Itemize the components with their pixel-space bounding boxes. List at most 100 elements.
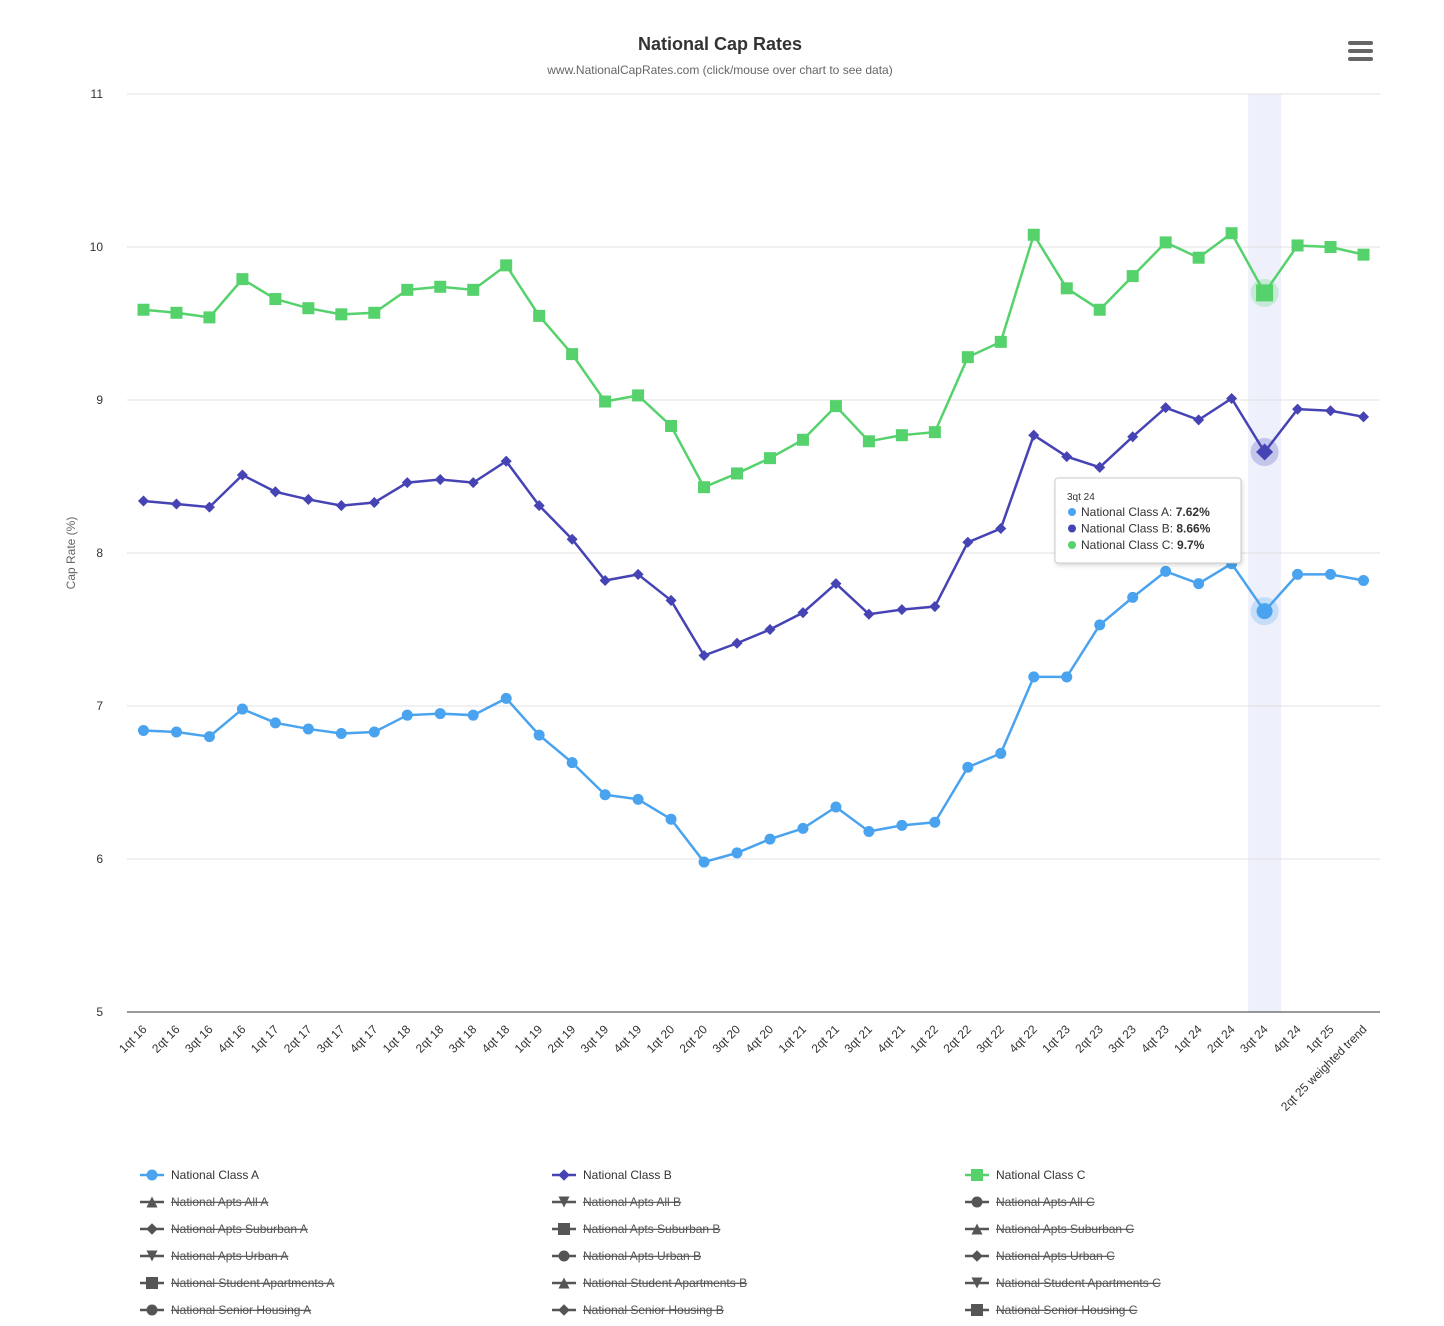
data-point[interactable] [796, 433, 809, 446]
legend-symbol[interactable] [558, 1169, 570, 1181]
data-point[interactable] [500, 692, 512, 704]
legend-item-national-apts-suburban-b[interactable]: National Apts Suburban B [552, 1222, 720, 1236]
data-point[interactable] [797, 607, 809, 619]
data-point[interactable] [1160, 565, 1172, 577]
legend-label[interactable]: National Apts Urban B [583, 1249, 701, 1263]
data-point[interactable] [533, 729, 545, 741]
data-point[interactable] [995, 747, 1007, 759]
data-point[interactable] [335, 728, 347, 740]
data-point[interactable] [269, 717, 281, 729]
hovered-data-point[interactable] [1256, 443, 1274, 461]
data-point[interactable] [829, 400, 842, 413]
data-point[interactable] [896, 819, 908, 831]
hovered-data-point[interactable] [1256, 603, 1273, 620]
data-point[interactable] [467, 709, 479, 721]
legend-symbol[interactable] [971, 1196, 983, 1208]
series-line[interactable] [143, 562, 1364, 864]
data-point[interactable] [467, 283, 480, 296]
legend-label[interactable]: National Apts All A [171, 1195, 268, 1209]
legend-item-national-apts-all-a[interactable]: National Apts All A [140, 1195, 268, 1209]
legend-item-national-student-apartments-a[interactable]: National Student Apartments A [140, 1276, 334, 1290]
data-point[interactable] [434, 280, 447, 293]
data-point[interactable] [896, 604, 908, 616]
legend-label[interactable]: National Apts All C [996, 1195, 1095, 1209]
data-point[interactable] [599, 575, 611, 587]
series-national-class-a[interactable] [137, 558, 1370, 868]
data-point[interactable] [830, 578, 842, 590]
data-point[interactable] [236, 703, 248, 715]
data-point[interactable] [1325, 405, 1337, 417]
legend-item-national-class-c[interactable]: National Class C [965, 1168, 1086, 1182]
legend-symbol[interactable] [558, 1304, 570, 1316]
data-point[interactable] [1358, 575, 1370, 587]
data-point[interactable] [467, 477, 479, 489]
data-point[interactable] [170, 498, 182, 510]
legend-label[interactable]: National Apts Suburban A [171, 1222, 308, 1236]
data-point[interactable] [302, 493, 314, 505]
data-point[interactable] [665, 813, 677, 825]
data-point[interactable] [929, 601, 941, 613]
legend-symbol[interactable] [971, 1223, 983, 1235]
legend-item-national-class-a[interactable]: National Class A [140, 1168, 259, 1182]
data-point[interactable] [1027, 228, 1040, 241]
data-point[interactable] [500, 259, 513, 272]
data-point[interactable] [1094, 461, 1106, 473]
legend-item-national-apts-suburban-a[interactable]: National Apts Suburban A [140, 1222, 308, 1236]
data-point[interactable] [1093, 303, 1106, 316]
data-point[interactable] [731, 847, 743, 859]
data-point[interactable] [731, 467, 744, 480]
legend-symbol[interactable] [146, 1196, 158, 1208]
legend-item-national-apts-urban-a[interactable]: National Apts Urban A [140, 1249, 288, 1263]
data-point[interactable] [236, 273, 249, 286]
legend-symbol[interactable] [146, 1169, 158, 1181]
data-point[interactable] [335, 308, 348, 321]
data-point[interactable] [764, 623, 776, 636]
data-point[interactable] [170, 726, 182, 738]
data-point[interactable] [1028, 429, 1040, 441]
data-point[interactable] [533, 309, 546, 322]
legend-label[interactable]: National Senior Housing C [996, 1303, 1138, 1317]
data-point[interactable] [368, 496, 380, 509]
data-point[interactable] [566, 348, 579, 361]
hamburger-menu-icon[interactable] [1346, 38, 1376, 64]
legend-symbol[interactable] [971, 1250, 983, 1262]
data-point[interactable] [665, 594, 677, 606]
data-point[interactable] [962, 761, 974, 773]
data-point[interactable] [1160, 402, 1172, 414]
legend-symbol[interactable] [971, 1277, 983, 1289]
data-point[interactable] [929, 816, 941, 828]
data-point[interactable] [203, 311, 216, 324]
data-point[interactable] [1325, 568, 1337, 580]
legend-item-national-senior-housing-b[interactable]: National Senior Housing B [552, 1303, 724, 1317]
data-point[interactable] [1192, 251, 1205, 264]
data-point[interactable] [632, 389, 645, 402]
legend-label[interactable]: National Apts Suburban C [996, 1222, 1134, 1236]
legend-symbol[interactable] [971, 1169, 983, 1181]
data-point[interactable] [763, 452, 776, 465]
legend-label[interactable]: National Class B [583, 1168, 672, 1182]
legend-item-national-apts-all-b[interactable]: National Apts All B [552, 1195, 681, 1209]
data-point[interactable] [203, 501, 215, 513]
data-point[interactable] [170, 306, 183, 319]
legend-symbol[interactable] [146, 1277, 158, 1289]
legend-symbol[interactable] [146, 1223, 158, 1235]
series-national-class-b[interactable] [137, 392, 1370, 662]
data-point[interactable] [566, 757, 578, 769]
legend-symbol[interactable] [971, 1304, 983, 1316]
data-point[interactable] [698, 649, 710, 662]
series-national-class-c[interactable] [137, 227, 1370, 494]
data-point[interactable] [895, 429, 908, 442]
data-point[interactable] [1094, 619, 1106, 631]
legend-label[interactable]: National Apts All B [583, 1195, 681, 1209]
legend-label[interactable]: National Student Apartments C [996, 1276, 1161, 1290]
data-point[interactable] [731, 637, 743, 649]
data-point[interactable] [368, 726, 380, 738]
data-point[interactable] [1061, 671, 1073, 683]
data-point[interactable] [236, 469, 248, 481]
data-point[interactable] [137, 495, 150, 507]
legend-item-national-apts-suburban-c[interactable]: National Apts Suburban C [965, 1222, 1134, 1236]
data-point[interactable] [665, 420, 678, 433]
data-point[interactable] [1060, 282, 1073, 295]
data-point[interactable] [1159, 236, 1172, 249]
